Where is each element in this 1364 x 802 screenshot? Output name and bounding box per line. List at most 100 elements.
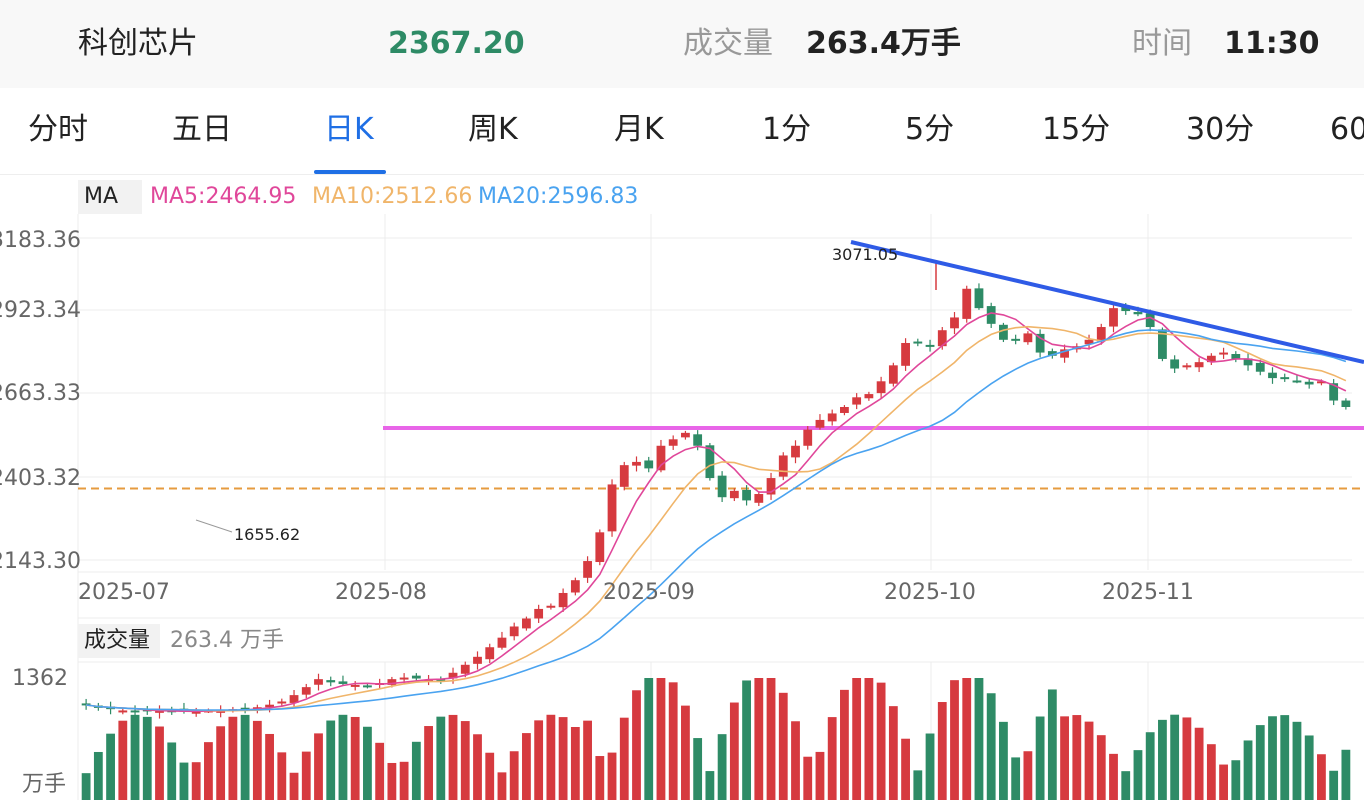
candle-body: [778, 455, 788, 477]
volume-bar: [204, 742, 213, 800]
volume-bar: [289, 772, 299, 800]
candle-body: [693, 434, 703, 446]
candle-body: [632, 461, 641, 466]
last-price: 2367.20: [388, 26, 525, 61]
tab-5min[interactable]: 5分: [905, 112, 955, 147]
candle-body: [1280, 377, 1290, 380]
volume-bar: [607, 752, 617, 800]
volume-bar: [338, 714, 348, 800]
candle-body: [118, 710, 128, 713]
volume-bar: [1280, 715, 1290, 800]
tab-weekly-k[interactable]: 周K: [468, 112, 518, 147]
volume-bar: [681, 705, 690, 800]
volume-bar: [1231, 760, 1241, 800]
volume-bar: [1170, 714, 1180, 800]
candle-body: [1158, 329, 1167, 359]
volume-bar: [326, 720, 336, 800]
candle-body: [1317, 381, 1326, 384]
quote-header: 科创芯片 2367.20 成交量 263.4万手 时间 11:30: [0, 0, 1364, 88]
candle-body: [497, 637, 507, 648]
candle-body: [681, 432, 690, 438]
low-marker-label: 1655.62: [234, 525, 301, 544]
volume-bar: [509, 751, 519, 800]
volume-bar: [460, 721, 470, 800]
candle-body: [289, 695, 299, 703]
candle-body: [326, 680, 336, 683]
candle-body: [1060, 349, 1069, 358]
candle-body: [1170, 359, 1180, 369]
volume-bar: [1145, 732, 1155, 800]
volume-bar: [1158, 719, 1167, 800]
volume-bar: [387, 762, 397, 800]
tab-five-day[interactable]: 五日: [172, 112, 232, 147]
volume-bar: [717, 734, 727, 800]
volume-bar: [1047, 689, 1057, 800]
volume-bar: [1182, 717, 1192, 800]
ma20-line: [86, 329, 1347, 711]
candle-body: [240, 707, 250, 710]
candle-body: [473, 656, 482, 664]
candle-body: [399, 677, 409, 680]
candle-body: [1109, 308, 1118, 327]
candle-body: [1231, 354, 1241, 359]
volume-bar: [913, 770, 923, 800]
tab-60min[interactable]: 60分: [1330, 112, 1364, 147]
volume-bar: [962, 678, 972, 800]
tab-daily-k[interactable]: 日K: [324, 112, 374, 147]
candle-body: [81, 703, 91, 706]
candle-body: [840, 406, 849, 413]
volume-bar: [937, 702, 947, 800]
volume-bar: [864, 678, 874, 800]
volume-bar: [1268, 716, 1277, 800]
volume-bar: [1255, 725, 1265, 800]
candle-body: [937, 330, 947, 347]
volume-bar: [81, 773, 91, 800]
candle-body: [534, 608, 544, 619]
candle-body: [277, 701, 287, 704]
volume-bar: [106, 733, 115, 800]
candle-body: [999, 324, 1008, 340]
volume-bar: [1011, 757, 1021, 800]
candle-body: [595, 532, 605, 563]
volume-bar: [497, 772, 507, 800]
volume-bar: [1329, 770, 1339, 800]
volume-bar: [1219, 764, 1228, 800]
volume-bar: [228, 716, 238, 800]
resistance-trendline: [850, 240, 1364, 364]
volume-panel-value: 263.4 万手: [170, 628, 284, 653]
volume-bar: [1206, 744, 1216, 800]
ma-selector[interactable]: MA: [78, 180, 142, 214]
volume-indicator-selector[interactable]: 成交量: [78, 624, 160, 658]
candle-body: [791, 445, 800, 458]
candle-body: [301, 687, 311, 695]
volume-bar: [925, 733, 935, 800]
candle-body: [522, 618, 531, 629]
tab-15min[interactable]: 15分: [1042, 112, 1111, 147]
volume-bar: [522, 733, 531, 800]
date-tick-nov: 2025-11: [1102, 580, 1194, 605]
candle-body: [986, 306, 996, 324]
volume-bar: [705, 771, 715, 800]
tab-intraday[interactable]: 分时: [28, 112, 88, 147]
candle-body: [974, 288, 984, 309]
candle-body: [1268, 372, 1277, 379]
ma20-value: MA20:2596.83: [478, 184, 639, 209]
volume-bar: [240, 714, 250, 800]
candle-body: [644, 460, 654, 469]
volume-bar: [93, 751, 103, 800]
candle-body: [191, 711, 201, 714]
candle-body: [876, 381, 886, 394]
high-marker-label: 3071.05: [832, 245, 899, 264]
volume-bar: [252, 720, 262, 800]
volume-bar: [974, 678, 984, 800]
volume-bar: [1133, 750, 1143, 800]
tab-monthly-k[interactable]: 月K: [614, 112, 664, 147]
volume-bar: [118, 720, 128, 800]
tab-30min[interactable]: 30分: [1186, 112, 1255, 147]
candle-body: [742, 489, 751, 501]
tab-1min[interactable]: 1分: [762, 112, 812, 147]
volume-bar: [901, 738, 910, 800]
volume-bar: [179, 762, 189, 800]
